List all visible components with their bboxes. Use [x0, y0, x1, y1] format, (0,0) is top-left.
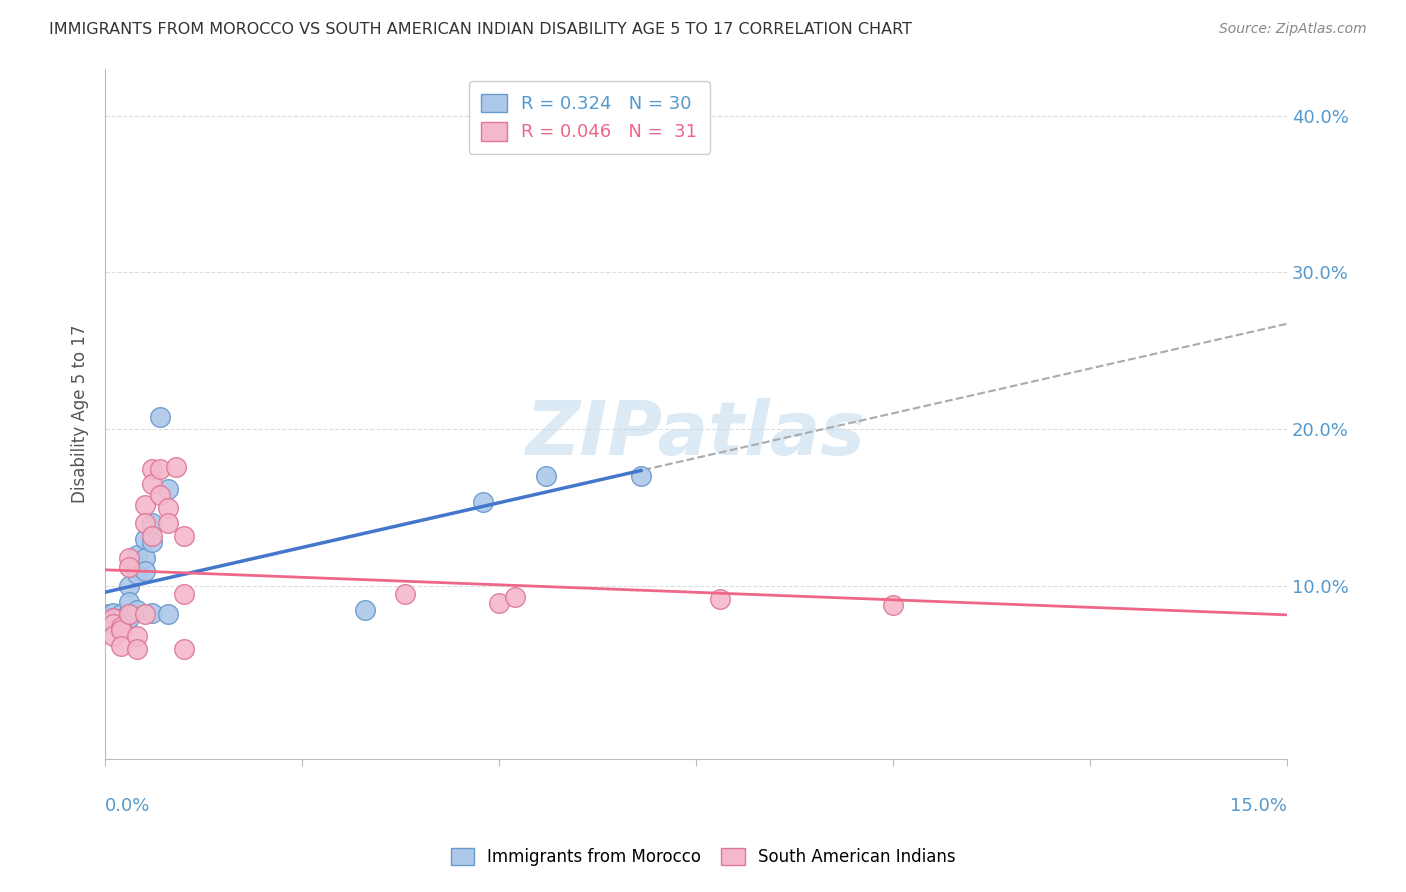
Point: [134, 551, 156, 566]
Point: [110, 623, 132, 637]
Point: [118, 606, 141, 620]
Point: [173, 587, 195, 601]
Point: [536, 469, 558, 483]
Point: [101, 629, 124, 643]
Point: [118, 551, 141, 566]
Point: [118, 579, 141, 593]
Point: [141, 606, 163, 620]
Text: ZIPatlas: ZIPatlas: [526, 398, 866, 471]
Point: [118, 560, 141, 574]
Point: [110, 639, 132, 653]
Point: [173, 642, 195, 657]
Point: [110, 620, 132, 634]
Point: [141, 461, 163, 475]
Point: [157, 607, 180, 622]
Legend: R = 0.324   N = 30, R = 0.046   N =  31: R = 0.324 N = 30, R = 0.046 N = 31: [468, 81, 710, 154]
Point: [134, 564, 156, 578]
Point: [141, 477, 163, 491]
Point: [125, 548, 148, 562]
Text: 15.0%: 15.0%: [1230, 797, 1286, 814]
Point: [118, 610, 141, 624]
Point: [125, 560, 148, 574]
Point: [394, 587, 416, 601]
Point: [125, 566, 148, 581]
Point: [110, 618, 132, 632]
Point: [134, 607, 156, 622]
Text: Source: ZipAtlas.com: Source: ZipAtlas.com: [1219, 22, 1367, 37]
Point: [149, 488, 172, 502]
Point: [118, 607, 141, 622]
Text: IMMIGRANTS FROM MOROCCO VS SOUTH AMERICAN INDIAN DISABILITY AGE 5 TO 17 CORRELAT: IMMIGRANTS FROM MOROCCO VS SOUTH AMERICA…: [49, 22, 912, 37]
Point: [101, 610, 124, 624]
Y-axis label: Disability Age 5 to 17: Disability Age 5 to 17: [72, 325, 89, 503]
Point: [141, 529, 163, 543]
Point: [105, 610, 128, 624]
Point: [110, 623, 132, 637]
Point: [157, 482, 180, 496]
Point: [110, 607, 132, 622]
Point: [354, 603, 377, 617]
Point: [101, 610, 124, 624]
Point: [118, 595, 141, 609]
Point: [118, 607, 141, 622]
Point: [882, 598, 904, 612]
Point: [134, 498, 156, 512]
Point: [141, 516, 163, 531]
Point: [157, 500, 180, 515]
Point: [125, 629, 148, 643]
Point: [149, 409, 172, 424]
Point: [149, 461, 172, 475]
Point: [125, 642, 148, 657]
Point: [98, 607, 121, 622]
Point: [503, 591, 526, 605]
Point: [101, 606, 124, 620]
Point: [134, 516, 156, 531]
Point: [110, 612, 132, 626]
Point: [157, 516, 180, 531]
Legend: Immigrants from Morocco, South American Indians: Immigrants from Morocco, South American …: [444, 841, 962, 873]
Point: [630, 469, 652, 483]
Point: [709, 591, 731, 606]
Text: 0.0%: 0.0%: [105, 797, 150, 814]
Point: [125, 603, 148, 617]
Point: [98, 614, 121, 628]
Point: [165, 460, 187, 475]
Point: [488, 597, 510, 611]
Point: [134, 532, 156, 546]
Point: [141, 535, 163, 549]
Point: [101, 616, 124, 631]
Point: [472, 494, 495, 508]
Point: [173, 529, 195, 543]
